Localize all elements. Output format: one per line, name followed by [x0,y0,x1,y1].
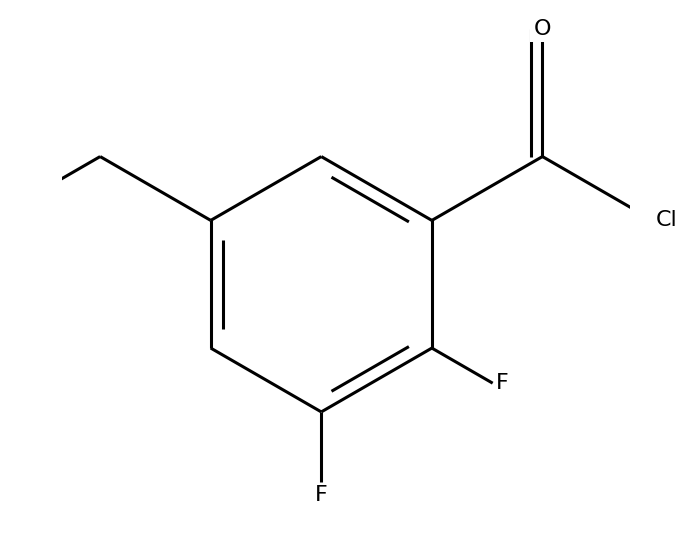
Text: F: F [496,373,509,393]
Text: O: O [534,19,552,39]
Text: Cl: Cl [655,210,677,230]
Text: F: F [315,485,328,506]
